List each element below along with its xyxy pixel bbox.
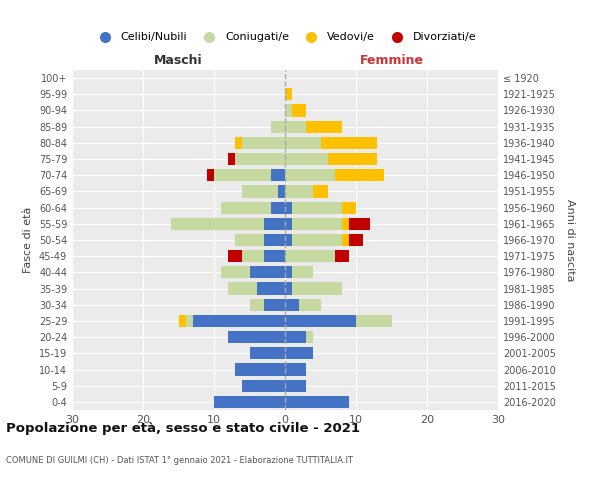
Bar (242, 380, 285, 392)
Bar (307, 120, 342, 132)
Bar (242, 186, 278, 198)
Bar (285, 282, 292, 294)
Bar (193, 315, 285, 327)
Bar (342, 202, 356, 213)
Bar (264, 298, 285, 311)
Bar (242, 250, 264, 262)
Bar (285, 364, 307, 376)
Bar (285, 331, 307, 343)
Bar (285, 202, 292, 213)
Bar (292, 202, 342, 213)
Bar (285, 266, 292, 278)
Bar (285, 396, 349, 408)
Bar (264, 218, 285, 230)
Bar (207, 169, 214, 181)
Bar (250, 348, 285, 360)
Bar (285, 298, 299, 311)
Bar (285, 348, 313, 360)
Y-axis label: Fasce di età: Fasce di età (23, 207, 33, 273)
Bar (292, 234, 342, 246)
Bar (356, 315, 392, 327)
Bar (235, 364, 285, 376)
Bar (285, 153, 328, 165)
Bar (228, 331, 285, 343)
Bar (264, 250, 285, 262)
Bar (221, 266, 250, 278)
Bar (307, 331, 313, 343)
Bar (285, 169, 335, 181)
Bar (285, 380, 307, 392)
Text: Popolazione per età, sesso e stato civile - 2021: Popolazione per età, sesso e stato civil… (6, 422, 360, 435)
Bar (285, 250, 335, 262)
Bar (320, 137, 377, 149)
Bar (285, 234, 292, 246)
Bar (328, 153, 377, 165)
Text: Maschi: Maschi (154, 54, 203, 67)
Bar (235, 153, 285, 165)
Bar (292, 218, 342, 230)
Bar (214, 169, 271, 181)
Bar (271, 120, 285, 132)
Text: Femmine: Femmine (359, 54, 424, 67)
Bar (292, 104, 307, 117)
Bar (335, 169, 385, 181)
Bar (292, 266, 313, 278)
Bar (264, 234, 285, 246)
Bar (235, 234, 264, 246)
Bar (335, 250, 349, 262)
Bar (228, 250, 242, 262)
Bar (221, 202, 271, 213)
Bar (278, 186, 285, 198)
Bar (342, 218, 349, 230)
Y-axis label: Anni di nascita: Anni di nascita (565, 198, 575, 281)
Bar (349, 218, 370, 230)
Bar (292, 282, 342, 294)
Bar (285, 315, 356, 327)
Bar (285, 186, 313, 198)
Text: COMUNE DI GUILMI (CH) - Dati ISTAT 1° gennaio 2021 - Elaborazione TUTTITALIA.IT: COMUNE DI GUILMI (CH) - Dati ISTAT 1° ge… (6, 456, 353, 465)
Bar (271, 169, 285, 181)
Bar (285, 137, 320, 149)
Legend: Celibi/Nubili, Coniugati/e, Vedovi/e, Divorziati/e: Celibi/Nubili, Coniugati/e, Vedovi/e, Di… (89, 28, 481, 47)
Bar (349, 234, 363, 246)
Bar (285, 218, 292, 230)
Bar (235, 137, 242, 149)
Bar (250, 266, 285, 278)
Bar (271, 202, 285, 213)
Bar (313, 186, 328, 198)
Bar (228, 282, 257, 294)
Bar (285, 120, 307, 132)
Bar (214, 396, 285, 408)
Bar (342, 234, 349, 246)
Bar (285, 88, 292, 101)
Bar (299, 298, 320, 311)
Bar (257, 282, 285, 294)
Bar (242, 137, 285, 149)
Bar (185, 315, 193, 327)
Bar (228, 153, 235, 165)
Bar (172, 218, 264, 230)
Bar (250, 298, 264, 311)
Bar (285, 104, 292, 117)
Bar (179, 315, 185, 327)
